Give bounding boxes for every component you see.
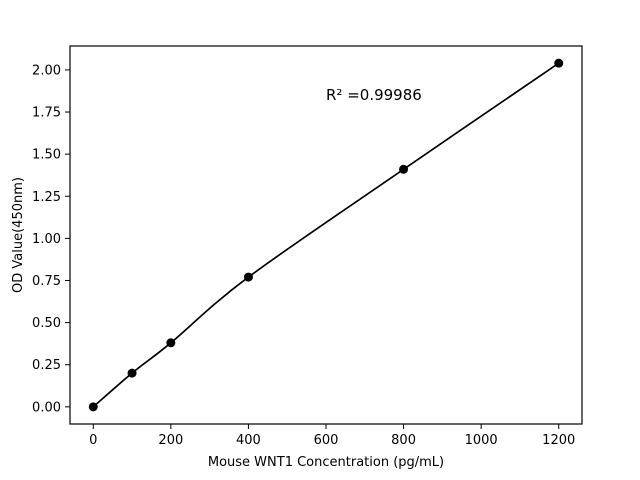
data-point-marker <box>88 402 98 412</box>
y-tick-label: 0.50 <box>32 316 61 331</box>
data-point-marker <box>554 58 564 68</box>
x-tick-label: 1200 <box>542 433 575 448</box>
data-point-marker <box>399 164 409 174</box>
plot-frame <box>69 45 583 425</box>
y-tick-label: 1.25 <box>32 190 61 205</box>
x-tick-label: 800 <box>391 433 416 448</box>
data-point-marker <box>243 272 253 282</box>
y-tick-label: 0.00 <box>32 400 61 415</box>
y-axis-label: OD Value(450nm) <box>11 177 26 293</box>
x-tick-label: 400 <box>236 433 261 448</box>
r-squared-annotation: R² =0.99986 <box>326 86 422 104</box>
x-tick-label: 600 <box>314 433 339 448</box>
x-tick-label: 1000 <box>465 433 498 448</box>
y-tick-label: 0.75 <box>32 274 61 289</box>
data-point-marker <box>127 368 137 378</box>
y-tick-label: 1.00 <box>32 232 61 247</box>
x-tick-label: 200 <box>158 433 183 448</box>
data-point-marker <box>166 338 176 348</box>
y-tick-label: 2.00 <box>32 63 61 78</box>
y-tick-label: 1.75 <box>32 106 61 121</box>
y-tick-label: 1.50 <box>32 148 61 163</box>
x-axis-label: Mouse WNT1 Concentration (pg/mL) <box>208 455 444 470</box>
y-tick-label: 0.25 <box>32 358 61 373</box>
x-tick-label: 0 <box>89 433 97 448</box>
